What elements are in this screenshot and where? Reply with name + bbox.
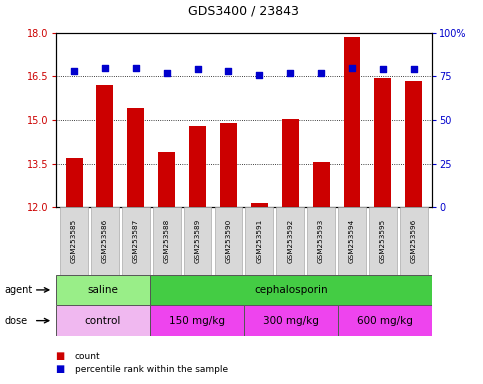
Text: GSM253594: GSM253594 [349, 219, 355, 263]
Bar [153, 207, 181, 275]
Bar [158, 152, 175, 207]
Bar [122, 207, 150, 275]
Text: GSM253588: GSM253588 [164, 219, 170, 263]
Text: GSM253587: GSM253587 [133, 219, 139, 263]
Point [286, 70, 294, 76]
Bar [282, 119, 298, 207]
Point [132, 65, 140, 71]
Text: cephalosporin: cephalosporin [254, 285, 328, 295]
Bar [150, 305, 244, 336]
Text: count: count [75, 352, 100, 361]
Point [348, 65, 356, 71]
Text: GSM253595: GSM253595 [380, 219, 386, 263]
Bar [338, 305, 432, 336]
Text: GSM253596: GSM253596 [411, 219, 417, 263]
Text: percentile rank within the sample: percentile rank within the sample [75, 365, 228, 374]
Bar [400, 207, 427, 275]
Text: GSM253593: GSM253593 [318, 219, 324, 263]
Text: saline: saline [87, 285, 118, 295]
Point [70, 68, 78, 74]
Text: GSM253586: GSM253586 [102, 219, 108, 263]
Point [256, 71, 263, 78]
Bar [214, 207, 242, 275]
Text: GSM253591: GSM253591 [256, 219, 262, 263]
Point [317, 70, 325, 76]
Bar [220, 123, 237, 207]
Point [410, 66, 418, 73]
Text: GSM253592: GSM253592 [287, 219, 293, 263]
Bar [405, 81, 422, 207]
Bar [97, 85, 114, 207]
Text: ■: ■ [56, 364, 65, 374]
Text: GSM253590: GSM253590 [226, 219, 231, 263]
Text: ■: ■ [56, 351, 65, 361]
Point [225, 68, 232, 74]
Text: 150 mg/kg: 150 mg/kg [169, 316, 225, 326]
Bar [369, 207, 397, 275]
Text: GDS3400 / 23843: GDS3400 / 23843 [188, 4, 299, 17]
Bar [128, 108, 144, 207]
Bar [150, 275, 432, 305]
Text: GSM253589: GSM253589 [195, 219, 200, 263]
Bar [189, 126, 206, 207]
Point [101, 65, 109, 71]
Bar [338, 207, 366, 275]
Text: 600 mg/kg: 600 mg/kg [357, 316, 413, 326]
Bar [374, 78, 391, 207]
Bar [66, 158, 83, 207]
Bar [244, 305, 338, 336]
Text: control: control [85, 316, 121, 326]
Bar [184, 207, 212, 275]
Bar [60, 207, 88, 275]
Bar [56, 305, 150, 336]
Point [194, 66, 201, 73]
Text: dose: dose [5, 316, 28, 326]
Bar [91, 207, 119, 275]
Bar [343, 37, 360, 207]
Bar [245, 207, 273, 275]
Bar [56, 275, 150, 305]
Bar [313, 162, 329, 207]
Text: agent: agent [5, 285, 33, 295]
Bar [307, 207, 335, 275]
Bar [276, 207, 304, 275]
Point [163, 70, 170, 76]
Text: GSM253585: GSM253585 [71, 219, 77, 263]
Bar [251, 203, 268, 207]
Point [379, 66, 387, 73]
Text: 300 mg/kg: 300 mg/kg [263, 316, 319, 326]
